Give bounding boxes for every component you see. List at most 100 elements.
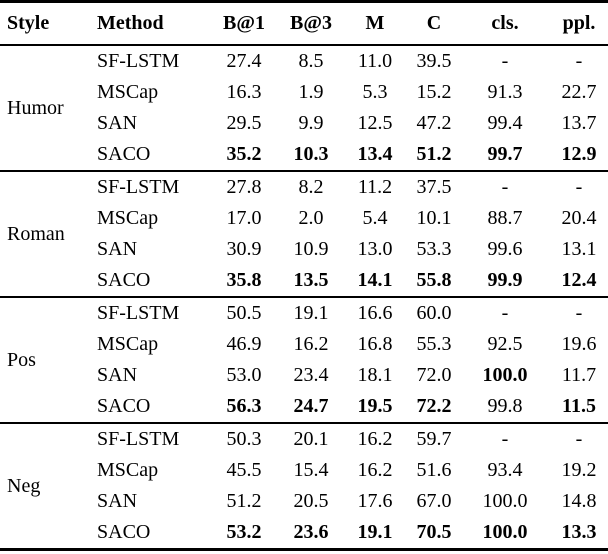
metric-value: 13.1 (561, 238, 597, 260)
method-label: SACO (97, 143, 151, 165)
method-label: SAN (97, 364, 138, 386)
column-header-b3: B@3 (290, 12, 332, 35)
column-header-method: Method (97, 12, 164, 35)
metric-value: 23.4 (293, 364, 329, 386)
method-label: SAN (97, 238, 138, 260)
table-row: SAN 51.2 20.5 17.6 67.0 100.0 14.8 (0, 486, 608, 517)
metric-value: 15.2 (416, 81, 452, 103)
metric-value: 16.2 (293, 333, 329, 355)
metric-value: 99.8 (487, 395, 523, 417)
table-row: SACO 35.8 13.5 14.1 55.8 99.9 12.4 (0, 265, 608, 297)
metric-value: 19.2 (561, 459, 597, 481)
metric-value: 93.4 (487, 459, 523, 481)
metric-value: 55.3 (416, 333, 452, 355)
metric-value: 29.5 (226, 112, 262, 134)
method-label: SAN (97, 112, 138, 134)
method-label: SF-LSTM (97, 50, 180, 72)
section-roman: Roman SF-LSTM 27.8 8.2 11.2 37.5 - - MSCap 17.0 2.… (0, 171, 608, 297)
metric-value: 13.0 (357, 238, 393, 260)
metric-value: 5.4 (362, 207, 388, 229)
metric-value: 59.7 (416, 428, 452, 450)
method-label: SACO (97, 395, 151, 417)
metric-value: 47.2 (416, 112, 452, 134)
metric-value: - (575, 176, 583, 198)
table-row: SAN 53.0 23.4 18.1 72.0 100.0 11.7 (0, 360, 608, 391)
metric-value: 53.3 (416, 238, 452, 260)
metric-value: 51.2 (416, 143, 452, 165)
metric-value: 53.2 (226, 521, 262, 543)
metric-value: 10.3 (293, 143, 329, 165)
metric-value: 50.5 (226, 302, 262, 324)
metric-value: 51.6 (416, 459, 452, 481)
metric-value: 13.5 (293, 269, 329, 291)
metric-value: 37.5 (416, 176, 452, 198)
metric-value: 5.3 (362, 81, 388, 103)
method-label: SAN (97, 490, 138, 512)
method-label: SACO (97, 269, 151, 291)
table-header: Style Method B@1 B@3 M C cls. ppl. (0, 2, 608, 45)
metric-value: 60.0 (416, 302, 452, 324)
table-row: SAN 30.9 10.9 13.0 53.3 99.6 13.1 (0, 234, 608, 265)
metric-value: 53.0 (226, 364, 262, 386)
column-header-ppl: ppl. (562, 12, 596, 35)
metric-value: 92.5 (487, 333, 523, 355)
table-row: SACO 35.2 10.3 13.4 51.2 99.7 12.9 (0, 139, 608, 171)
metric-value: 10.1 (416, 207, 452, 229)
metric-value: 70.5 (416, 521, 452, 543)
metric-value: - (575, 428, 583, 450)
metric-value: 16.8 (357, 333, 393, 355)
table-row: Neg SF-LSTM 50.3 20.1 16.2 59.7 - - (0, 423, 608, 495)
metric-value: 99.4 (487, 112, 523, 134)
metric-value: 27.8 (226, 176, 262, 198)
metric-value: 2.0 (298, 207, 324, 229)
metric-value: 14.1 (357, 269, 393, 291)
table-row: MSCap 46.9 16.2 16.8 55.3 92.5 19.6 (0, 329, 608, 360)
method-label: SF-LSTM (97, 176, 180, 198)
metric-value: 11.2 (357, 176, 393, 198)
metric-value: - (575, 302, 583, 324)
metric-value: 8.5 (298, 50, 324, 72)
table-row: MSCap 16.3 1.9 5.3 15.2 91.3 22.7 (0, 77, 608, 108)
table-row: SAN 29.5 9.9 12.5 47.2 99.4 13.7 (0, 108, 608, 139)
metric-value: 30.9 (226, 238, 262, 260)
metric-value: - (501, 176, 509, 198)
metric-value: 46.9 (226, 333, 262, 355)
metric-value: 16.6 (357, 302, 393, 324)
table-row: Humor SF-LSTM 27.4 8.5 11.0 39.5 - - (0, 45, 608, 118)
table-row: SACO 56.3 24.7 19.5 72.2 99.8 11.5 (0, 391, 608, 423)
metric-value: 100.0 (482, 364, 528, 386)
metric-value: - (501, 428, 509, 450)
method-label: MSCap (97, 459, 159, 481)
metric-value: 11.7 (561, 364, 597, 386)
metric-value: 1.9 (298, 81, 324, 103)
metric-value: 72.0 (416, 364, 452, 386)
table-row: MSCap 17.0 2.0 5.4 10.1 88.7 20.4 (0, 203, 608, 234)
metric-value: 23.6 (293, 521, 329, 543)
table-row: Roman SF-LSTM 27.8 8.2 11.2 37.5 - - (0, 171, 608, 244)
column-header-c: C (426, 12, 442, 35)
metric-value: 99.6 (487, 238, 523, 260)
style-label: Neg (7, 474, 41, 497)
metric-value: 19.1 (293, 302, 329, 324)
metric-value: 16.3 (226, 81, 262, 103)
metric-value: 13.7 (561, 112, 597, 134)
metric-value: 55.8 (416, 269, 452, 291)
metric-value: 88.7 (487, 207, 523, 229)
metric-value: 12.9 (561, 143, 597, 165)
metric-value: 56.3 (226, 395, 262, 417)
header-row: Style Method B@1 B@3 M C cls. ppl. (0, 2, 608, 45)
metric-value: - (575, 50, 583, 72)
metric-value: 11.5 (562, 395, 596, 417)
metric-value: 27.4 (226, 50, 262, 72)
metric-value: 13.3 (561, 521, 597, 543)
metric-value: 20.1 (293, 428, 329, 450)
column-header-m: M (365, 12, 385, 35)
method-label: MSCap (97, 333, 159, 355)
method-label: MSCap (97, 81, 159, 103)
metric-value: 100.0 (482, 490, 528, 512)
metric-value: 51.2 (226, 490, 262, 512)
metric-value: 12.4 (561, 269, 597, 291)
section-pos: Pos SF-LSTM 50.5 19.1 16.6 60.0 - - MSCap 46.9 16.… (0, 297, 608, 423)
section-neg: Neg SF-LSTM 50.3 20.1 16.2 59.7 - - MSCap 45.5 15.… (0, 423, 608, 550)
metric-value: 16.2 (357, 459, 393, 481)
